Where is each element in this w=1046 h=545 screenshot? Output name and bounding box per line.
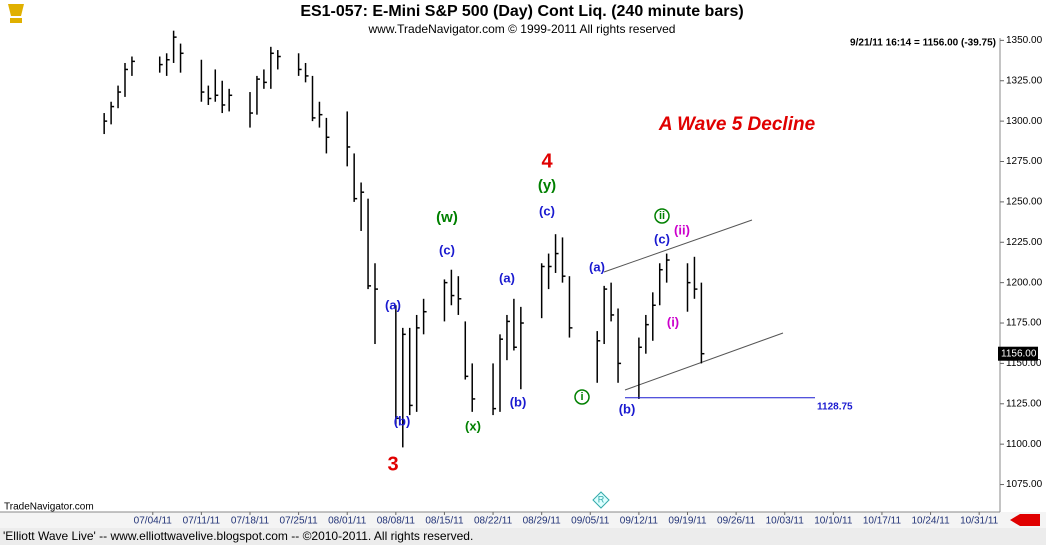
wave-label: (a) [589, 259, 605, 274]
x-tick-label: 07/04/11 [134, 516, 173, 527]
chart-title: ES1-057: E-Mini S&P 500 (Day) Cont Liq. … [300, 3, 743, 20]
logo-icon [8, 4, 24, 23]
x-tick-label: 10/17/11 [863, 516, 902, 527]
wave-label: (i) [667, 314, 679, 329]
x-tick-label: 10/03/11 [766, 516, 805, 527]
x-tick-label: 08/01/11 [328, 516, 367, 527]
wave-circle [654, 208, 670, 224]
x-axis-band [0, 512, 1046, 528]
wave-label: (ii) [674, 222, 690, 237]
y-tick-label: 1125.00 [1006, 398, 1042, 409]
wave-label: (b) [394, 413, 411, 428]
y-tick-label: 1350.00 [1006, 35, 1043, 46]
x-tick-label: 09/19/11 [668, 516, 707, 527]
y-tick-label: 1150.00 [1006, 358, 1042, 369]
wave-label: (a) [385, 297, 401, 312]
wave-label: (c) [654, 231, 670, 246]
wave-circle [574, 389, 590, 405]
x-tick-label: 10/10/11 [814, 516, 853, 527]
x-tick-label: 09/12/11 [620, 516, 659, 527]
footer-band [0, 528, 1046, 545]
wave-label: (y) [538, 177, 556, 194]
x-tick-label: 07/25/11 [280, 516, 319, 527]
y-tick-label: 1075.00 [1006, 479, 1043, 490]
x-tick-label: 10/31/11 [960, 516, 999, 527]
y-tick-label: 1300.00 [1006, 116, 1043, 127]
wave-label: (c) [539, 203, 555, 218]
wave-label: (b) [510, 394, 527, 409]
x-tick-label: 10/24/11 [911, 516, 950, 527]
x-tick-label: 07/11/11 [183, 516, 221, 527]
x-tick-label: 09/26/11 [717, 516, 756, 527]
y-tick-label: 1100.00 [1006, 439, 1042, 450]
y-tick-label: 1225.00 [1006, 237, 1043, 248]
channel-upper [603, 219, 753, 273]
scroll-arrow[interactable] [1010, 514, 1040, 526]
support-label: 1128.75 [817, 401, 853, 412]
svg-text:R: R [598, 494, 605, 504]
chart-subtitle: www.TradeNavigator.com © 1999-2011 All r… [368, 22, 676, 36]
last-price-label: 1156.00 [1001, 348, 1037, 359]
y-tick-label: 1275.00 [1006, 156, 1043, 167]
last-price-box [998, 346, 1038, 361]
y-tick-label: 1175.00 [1006, 318, 1042, 329]
x-tick-label: 08/08/11 [377, 516, 416, 527]
channel-lower [624, 332, 784, 391]
x-tick-label: 07/18/11 [231, 516, 270, 527]
x-tick-label: 08/22/11 [474, 516, 513, 527]
x-tick-label: 09/05/11 [571, 516, 610, 527]
y-tick-label: 1325.00 [1006, 75, 1043, 86]
wave-label: 3 [387, 453, 398, 475]
wave-label: (w) [436, 209, 458, 226]
wave-label: (a) [499, 270, 515, 285]
x-tick-label: 08/15/11 [425, 516, 464, 527]
wave-label: (c) [439, 242, 455, 257]
wave-label: A Wave 5 Decline [658, 114, 816, 135]
wave-label: ii [659, 210, 665, 222]
y-tick-label: 1200.00 [1006, 277, 1043, 288]
footer: 'Elliott Wave Live' -- www.elliottwaveli… [3, 529, 473, 543]
wave-label: i [580, 391, 583, 403]
watermark: TradeNavigator.com [4, 502, 94, 513]
wave-label: 4 [541, 150, 553, 172]
wave-label: (b) [619, 401, 636, 416]
x-tick-label: 08/29/11 [523, 516, 562, 527]
wave-label: (x) [465, 418, 481, 433]
y-tick-label: 1250.00 [1006, 197, 1043, 208]
r-icon: R [592, 491, 610, 509]
price-info: 9/21/11 16:14 = 1156.00 (-39.75) [850, 38, 996, 49]
